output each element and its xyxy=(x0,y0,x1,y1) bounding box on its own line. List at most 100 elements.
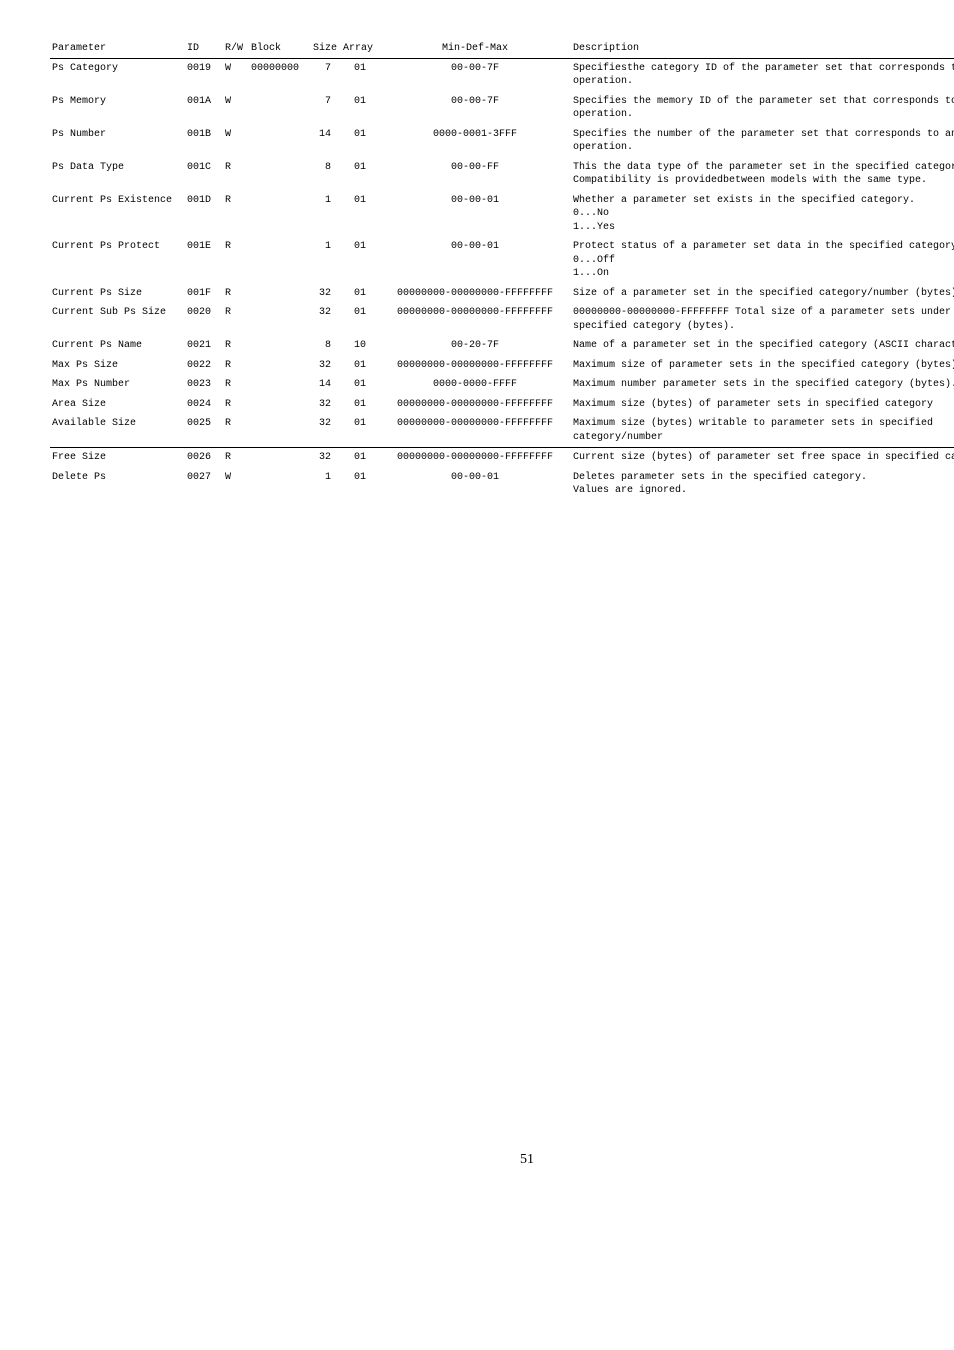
table-row: Current Ps Protect001ER10100-00-01Protec… xyxy=(50,237,954,284)
cell-min-def-max: 00000000-00000000-FFFFFFFF xyxy=(381,303,571,336)
cell-rw: R xyxy=(223,356,249,376)
cell-size: 7 xyxy=(307,58,341,92)
cell-id: 0023 xyxy=(185,375,223,395)
cell-rw: R xyxy=(223,303,249,336)
cell-min-def-max: 00000000-00000000-FFFFFFFF xyxy=(381,395,571,415)
cell-array: 01 xyxy=(341,375,381,395)
cell-description: Specifies the memory ID of the parameter… xyxy=(571,92,954,125)
table-row: Available Size0025R320100000000-00000000… xyxy=(50,414,954,448)
table-row: Current Ps Name0021R81000-20-7FName of a… xyxy=(50,336,954,356)
cell-description: Protect status of a parameter set data i… xyxy=(571,237,954,284)
cell-array: 01 xyxy=(341,448,381,468)
cell-size: 32 xyxy=(307,284,341,304)
cell-block xyxy=(249,125,307,158)
table-row: Ps Number001BW14010000-0001-3FFFSpecifie… xyxy=(50,125,954,158)
cell-min-def-max: 00-00-01 xyxy=(381,237,571,284)
cell-id: 001F xyxy=(185,284,223,304)
cell-description: 00000000-00000000-FFFFFFFF Total size of… xyxy=(571,303,954,336)
cell-array: 10 xyxy=(341,336,381,356)
cell-id: 0019 xyxy=(185,58,223,92)
cell-id: 0021 xyxy=(185,336,223,356)
cell-block xyxy=(249,284,307,304)
cell-array: 01 xyxy=(341,92,381,125)
table-row: Current Sub Ps Size0020R320100000000-000… xyxy=(50,303,954,336)
cell-id: 001D xyxy=(185,191,223,238)
table-row: Max Ps Number0023R14010000-0000-FFFFMaxi… xyxy=(50,375,954,395)
cell-rw: W xyxy=(223,92,249,125)
table-header: Parameter ID R/W Block Size Array Min-De… xyxy=(50,40,954,58)
cell-block xyxy=(249,468,307,501)
table-row: Area Size0024R320100000000-00000000-FFFF… xyxy=(50,395,954,415)
cell-id: 0025 xyxy=(185,414,223,448)
cell-rw: R xyxy=(223,395,249,415)
col-size: Size xyxy=(307,40,341,58)
page-number: 51 xyxy=(50,1151,954,1170)
cell-id: 001C xyxy=(185,158,223,191)
col-rw: R/W xyxy=(223,40,249,58)
cell-size: 14 xyxy=(307,125,341,158)
cell-parameter: Current Ps Existence xyxy=(50,191,185,238)
cell-description: Maximum size of parameter sets in the sp… xyxy=(571,356,954,376)
col-parameter: Parameter xyxy=(50,40,185,58)
cell-parameter: Area Size xyxy=(50,395,185,415)
cell-min-def-max: 0000-0000-FFFF xyxy=(381,375,571,395)
cell-rw: R xyxy=(223,448,249,468)
cell-rw: R xyxy=(223,414,249,448)
cell-block xyxy=(249,448,307,468)
cell-array: 01 xyxy=(341,395,381,415)
cell-array: 01 xyxy=(341,356,381,376)
cell-array: 01 xyxy=(341,468,381,501)
cell-size: 32 xyxy=(307,356,341,376)
cell-rw: R xyxy=(223,375,249,395)
cell-min-def-max: 00000000-00000000-FFFFFFFF xyxy=(381,356,571,376)
col-id: ID xyxy=(185,40,223,58)
cell-id: 0024 xyxy=(185,395,223,415)
cell-min-def-max: 00-00-01 xyxy=(381,191,571,238)
cell-block xyxy=(249,414,307,448)
cell-description: Size of a parameter set in the specified… xyxy=(571,284,954,304)
cell-rw: W xyxy=(223,58,249,92)
cell-description: Specifiesthe category ID of the paramete… xyxy=(571,58,954,92)
cell-description: Maximum number parameter sets in the spe… xyxy=(571,375,954,395)
cell-parameter: Free Size xyxy=(50,448,185,468)
cell-min-def-max: 00000000-00000000-FFFFFFFF xyxy=(381,448,571,468)
cell-parameter: Ps Data Type xyxy=(50,158,185,191)
cell-parameter: Current Sub Ps Size xyxy=(50,303,185,336)
table-row: Current Ps Size001FR320100000000-0000000… xyxy=(50,284,954,304)
cell-rw: R xyxy=(223,336,249,356)
cell-rw: R xyxy=(223,158,249,191)
cell-description: Maximum size (bytes) of parameter sets i… xyxy=(571,395,954,415)
cell-id: 0026 xyxy=(185,448,223,468)
cell-min-def-max: 00000000-00000000-FFFFFFFF xyxy=(381,414,571,448)
cell-block xyxy=(249,303,307,336)
cell-block xyxy=(249,237,307,284)
cell-size: 8 xyxy=(307,158,341,191)
cell-block xyxy=(249,395,307,415)
cell-parameter: Max Ps Size xyxy=(50,356,185,376)
table-row: Ps Category0019W0000000070100-00-7FSpeci… xyxy=(50,58,954,92)
cell-parameter: Current Ps Name xyxy=(50,336,185,356)
cell-size: 1 xyxy=(307,237,341,284)
col-block: Block xyxy=(249,40,307,58)
cell-description: Current size (bytes) of parameter set fr… xyxy=(571,448,954,468)
cell-block xyxy=(249,191,307,238)
cell-description: Specifies the number of the parameter se… xyxy=(571,125,954,158)
cell-block xyxy=(249,158,307,191)
cell-id: 001E xyxy=(185,237,223,284)
cell-array: 01 xyxy=(341,414,381,448)
cell-parameter: Available Size xyxy=(50,414,185,448)
cell-min-def-max: 0000-0001-3FFF xyxy=(381,125,571,158)
cell-block xyxy=(249,356,307,376)
table-row: Ps Data Type001CR80100-00-FFThis the dat… xyxy=(50,158,954,191)
table-row: Ps Memory001AW70100-00-7FSpecifies the m… xyxy=(50,92,954,125)
cell-array: 01 xyxy=(341,237,381,284)
cell-size: 32 xyxy=(307,303,341,336)
cell-array: 01 xyxy=(341,158,381,191)
cell-description: Deletes parameter sets in the specified … xyxy=(571,468,954,501)
cell-parameter: Ps Memory xyxy=(50,92,185,125)
cell-min-def-max: 00-00-7F xyxy=(381,58,571,92)
cell-min-def-max: 00-20-7F xyxy=(381,336,571,356)
cell-parameter: Delete Ps xyxy=(50,468,185,501)
cell-id: 0020 xyxy=(185,303,223,336)
cell-parameter: Current Ps Protect xyxy=(50,237,185,284)
